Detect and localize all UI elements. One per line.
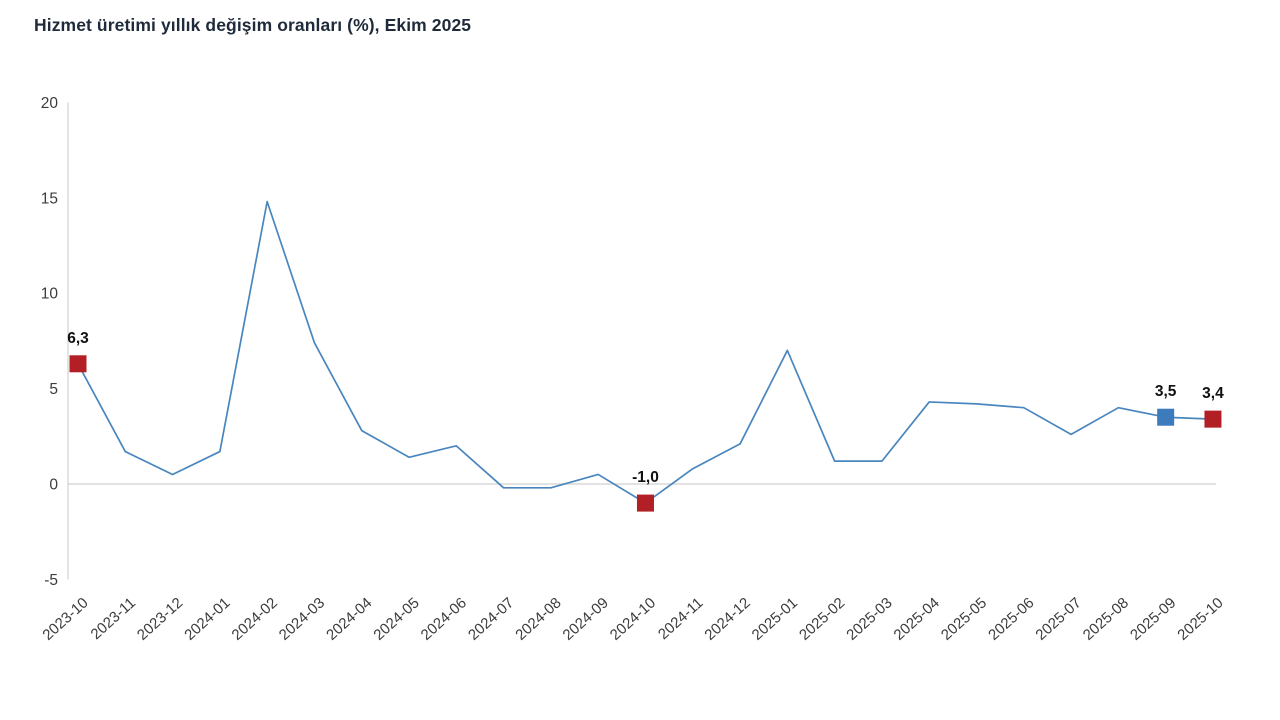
x-tick-label: 2025-01 [749,594,801,643]
y-tick-label: 20 [41,95,59,112]
x-tick-label: 2024-03 [276,594,328,643]
x-tick-label: 2025-10 [1174,594,1226,643]
x-tick-label: 2023-12 [134,594,186,643]
x-tick-label: 2024-12 [701,594,753,643]
x-tick-label: 2025-07 [1032,594,1084,643]
data-point-marker [1204,410,1222,428]
y-tick-label: 0 [49,477,58,494]
chart-title: Hizmet üretimi yıllık değişim oranları (… [34,15,472,35]
y-tick-label: -5 [44,572,58,589]
data-line [77,200,1214,504]
x-tick-label: 2025-05 [938,594,990,643]
x-tick-label: 2023-11 [88,594,139,643]
data-point-marker [69,355,87,373]
data-point-marker [636,494,654,512]
x-tick-label: 2025-02 [796,594,848,643]
data-point-label: 3,4 [1202,385,1224,402]
x-tick-label: 2024-04 [323,594,375,643]
x-tick-label: 2024-08 [512,594,564,643]
x-tick-label: 2025-09 [1127,594,1179,643]
y-tick-label: 10 [41,286,59,303]
x-tick-label: 2024-10 [607,594,659,643]
x-tick-label: 2024-01 [181,594,233,643]
x-tick-label: 2024-06 [418,594,470,643]
y-tick-label: 15 [41,190,58,207]
data-point-label: -1,0 [632,469,659,486]
x-tick-label: 2025-03 [843,594,895,643]
x-tick-label: 2024-09 [560,594,612,643]
x-tick-label: 2025-06 [985,594,1037,643]
x-tick-label: 2024-05 [370,594,422,643]
data-point-marker [1157,408,1175,426]
x-tick-label: 2023-10 [39,594,91,643]
x-tick-label: 2024-07 [465,594,517,643]
x-tick-label: 2024-11 [655,594,706,643]
x-tick-label: 2025-04 [891,594,943,643]
data-point-label: 3,5 [1155,383,1177,400]
x-tick-label: 2024-02 [229,594,281,643]
data-point-label: 6,3 [67,330,89,347]
x-tick-label: 2025-08 [1080,594,1132,643]
y-tick-label: 5 [49,381,58,398]
